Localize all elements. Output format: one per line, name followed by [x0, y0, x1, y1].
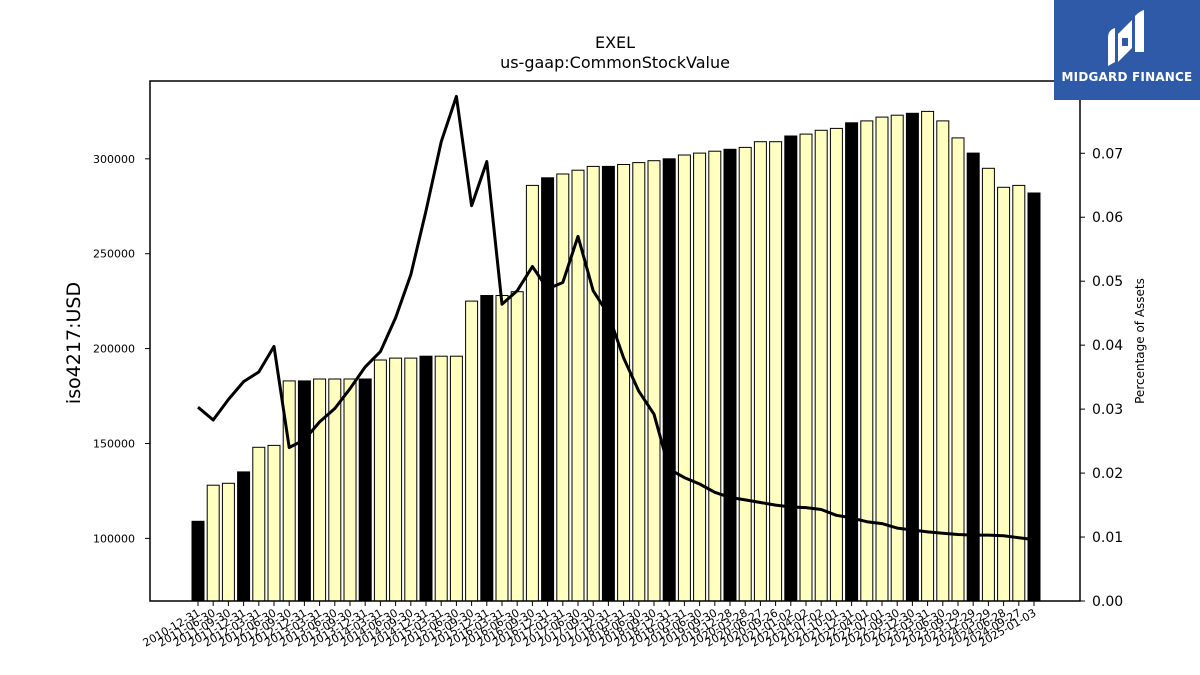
left-axis: 100000 150000 200000 250000 300000 — [93, 153, 150, 545]
bar-2013-12-31 — [358, 378, 372, 602]
bar-2022-12-30 — [905, 112, 919, 602]
bar-2015-06-30 — [449, 355, 463, 602]
chart-title: EXEL — [595, 33, 635, 52]
bar-2011-06-30 — [206, 484, 220, 602]
bar-2014-09-30 — [404, 357, 418, 602]
bar-2010-12-31 — [191, 520, 205, 602]
brand-name: MIDGARD FINANCE — [1061, 70, 1193, 84]
bar-2022-07-01 — [875, 116, 889, 602]
bar-2022-04-01 — [860, 120, 874, 602]
bar-2024-06-28 — [997, 186, 1011, 602]
bar-2014-12-31 — [419, 355, 433, 602]
bar-2018-03-31 — [617, 164, 631, 602]
bar-2020-01-03 — [723, 148, 737, 602]
bar-2021-10-01 — [829, 127, 843, 602]
bar-2011-09-30 — [221, 482, 235, 602]
bar-2016-12-31 — [541, 177, 555, 602]
bar-2013-09-30 — [343, 378, 357, 602]
bar-2023-03-31 — [921, 110, 935, 602]
bar-2014-06-30 — [389, 357, 403, 602]
bar-2021-07-02 — [814, 129, 828, 602]
bar-2018-12-31 — [662, 158, 676, 602]
bar-2020-10-02 — [769, 141, 783, 602]
bar-2013-03-31 — [313, 378, 327, 602]
left-tick-label: 200000 — [93, 343, 135, 356]
right-tick-label: 0.04 — [1092, 338, 1123, 354]
right-axis: 0.00 0.01 0.02 0.03 0.04 0.05 0.06 0.07 — [1080, 146, 1123, 610]
bar-2020-07-03 — [753, 141, 767, 602]
right-tick-label: 0.01 — [1092, 530, 1123, 546]
rune-logo-icon — [1108, 10, 1144, 66]
line-group — [197, 94, 1035, 542]
brand-logo-box: MIDGARD FINANCE — [1054, 0, 1200, 100]
bar-2012-06-30 — [267, 444, 281, 602]
left-tick-label: 100000 — [93, 532, 135, 545]
bar-2012-12-31 — [297, 380, 311, 602]
bar-2016-03-31 — [495, 295, 509, 602]
bar-2017-03-31 — [556, 173, 570, 602]
plot-frame — [149, 80, 1081, 602]
bar-2020-04-03 — [738, 146, 752, 602]
bar-2011-12-31 — [237, 471, 251, 602]
bar-2015-09-30 — [465, 300, 479, 602]
bar-2016-06-30 — [510, 291, 524, 602]
left-tick-label: 150000 — [93, 437, 135, 450]
left-axis-label: iso4217:USD — [63, 282, 85, 404]
bar-2017-12-31 — [601, 165, 615, 602]
right-tick-label: 0.05 — [1092, 274, 1123, 290]
bar-2018-09-30 — [647, 160, 661, 602]
bar-2015-12-31 — [480, 295, 494, 602]
bar-2019-03-31 — [677, 154, 691, 602]
percentage-line — [197, 94, 1035, 542]
bar-2014-03-31 — [373, 359, 387, 602]
right-axis-label: Percentage of Assets — [1133, 278, 1147, 404]
bar-2017-06-30 — [571, 169, 585, 602]
bar-group — [191, 110, 1041, 602]
bar-2017-09-30 — [586, 165, 600, 602]
bar-2019-06-30 — [693, 152, 707, 602]
right-tick-label: 0.03 — [1092, 402, 1123, 418]
bar-2023-09-29 — [951, 137, 965, 602]
bar-2019-09-30 — [708, 150, 722, 602]
bar-2015-03-31 — [434, 355, 448, 602]
bar-2023-06-30 — [936, 120, 950, 602]
chart-subtitle: us-gaap:CommonStockValue — [500, 53, 730, 72]
right-tick-label: 0.02 — [1092, 466, 1123, 482]
left-tick-label: 250000 — [93, 248, 135, 261]
right-tick-label: 0.07 — [1092, 146, 1123, 162]
right-tick-label: 0.00 — [1092, 594, 1123, 610]
bar-2012-03-31 — [252, 446, 266, 602]
bar-2021-01-01 — [784, 135, 798, 602]
bar-2016-09-30 — [525, 184, 539, 602]
bar-2021-04-02 — [799, 133, 813, 602]
right-tick-label: 0.06 — [1092, 210, 1123, 226]
x-axis: 2010-12-312011-06-302011-09-302011-12-31… — [141, 601, 1039, 650]
bar-2022-01-01 — [845, 122, 859, 602]
left-tick-label: 300000 — [93, 153, 135, 166]
